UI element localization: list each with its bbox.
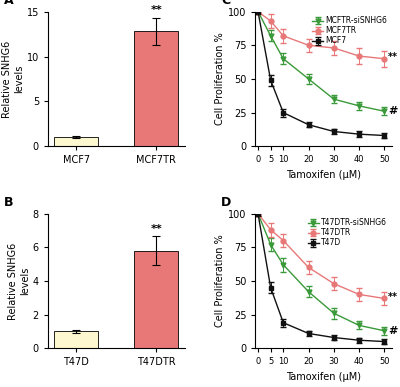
Text: #: #	[388, 106, 398, 116]
Bar	[54, 331, 98, 348]
X-axis label: Tamoxifen (μM): Tamoxifen (μM)	[286, 170, 361, 180]
Legend: T47DTR-siSNHG6, T47DTR, T47D: T47DTR-siSNHG6, T47DTR, T47D	[307, 217, 388, 248]
Text: D: D	[221, 195, 232, 209]
Bar	[134, 251, 178, 348]
Bar	[54, 137, 98, 146]
Text: **: **	[150, 5, 162, 15]
Text: **: **	[388, 52, 398, 62]
Y-axis label: Relative SNHG6
levels: Relative SNHG6 levels	[8, 242, 30, 320]
Text: A: A	[4, 0, 14, 7]
Y-axis label: Relative SNHG6
levels: Relative SNHG6 levels	[2, 40, 24, 118]
Y-axis label: Cell Proliferation %: Cell Proliferation %	[215, 235, 225, 327]
Text: **: **	[388, 292, 398, 302]
Legend: MCFTR-siSNHG6, MCF7TR, MCF7: MCFTR-siSNHG6, MCF7TR, MCF7	[311, 15, 388, 46]
X-axis label: Tamoxifen (μM): Tamoxifen (μM)	[286, 372, 361, 382]
Text: #: #	[388, 326, 398, 336]
Text: B: B	[4, 195, 14, 209]
Y-axis label: Cell Proliferation %: Cell Proliferation %	[215, 33, 225, 125]
Text: **: **	[150, 224, 162, 234]
Text: C: C	[221, 0, 230, 7]
Bar	[134, 31, 178, 146]
